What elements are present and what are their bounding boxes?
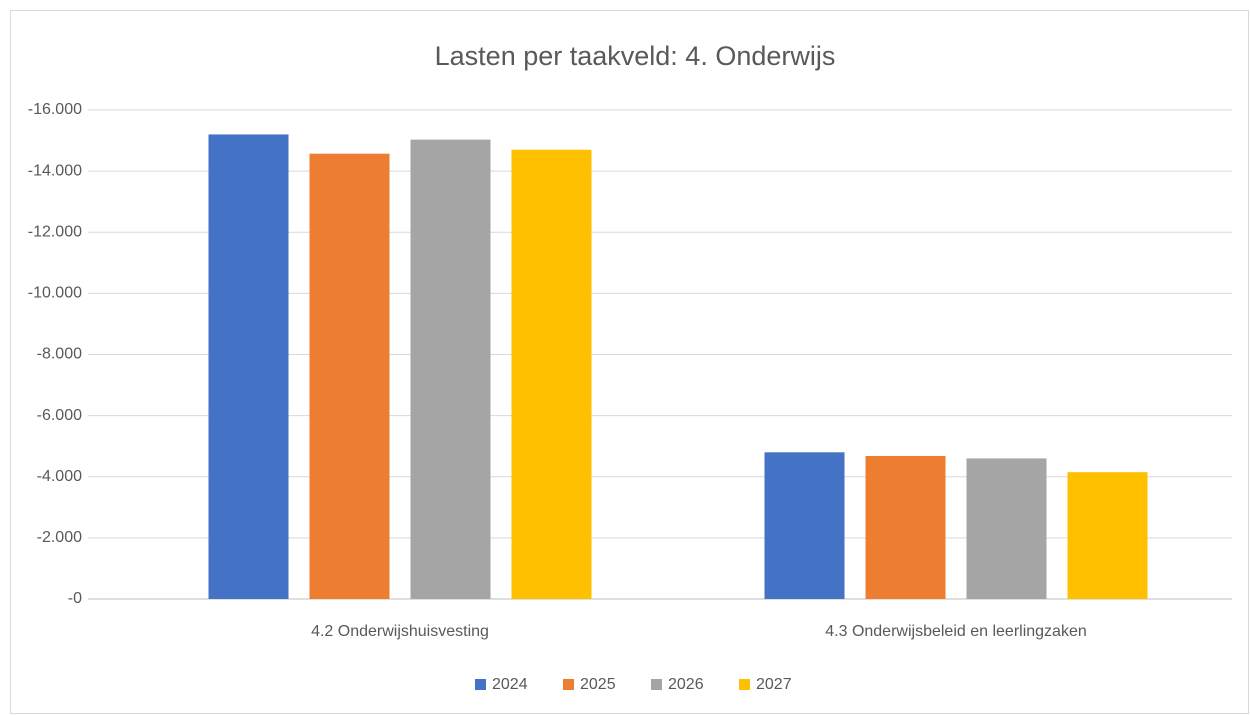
legend-swatch	[651, 679, 662, 690]
y-tick-label: -4.000	[37, 468, 82, 485]
bar	[966, 458, 1047, 599]
bar	[764, 452, 845, 599]
legend-label: 2024	[492, 676, 528, 693]
bar	[208, 134, 289, 599]
x-tick-label: 4.3 Onderwijsbeleid en leerlingzaken	[825, 623, 1087, 640]
legend-label: 2026	[668, 676, 704, 693]
y-tick-label: -8.000	[37, 346, 82, 363]
y-tick-label: -16.000	[28, 101, 82, 118]
y-tick-label: -14.000	[28, 162, 82, 179]
legend-swatch	[475, 679, 486, 690]
bar	[1067, 472, 1148, 599]
y-tick-label: -12.000	[28, 223, 82, 240]
bar	[511, 149, 592, 599]
y-tick-label: -0	[68, 590, 82, 607]
chart-frame	[10, 10, 1249, 714]
legend-swatch	[563, 679, 574, 690]
x-tick-label: 4.2 Onderwijshuisvesting	[311, 623, 489, 640]
legend-label: 2025	[580, 676, 616, 693]
bar	[865, 455, 946, 599]
y-tick-label: -2.000	[37, 529, 82, 546]
chart-title: Lasten per taakveld: 4. Onderwijs	[435, 41, 836, 71]
legend-label: 2027	[756, 676, 792, 693]
legend-swatch	[739, 679, 750, 690]
bar	[309, 153, 390, 599]
y-tick-label: -10.000	[28, 285, 82, 302]
y-tick-label: -6.000	[37, 407, 82, 424]
bar	[410, 139, 491, 599]
